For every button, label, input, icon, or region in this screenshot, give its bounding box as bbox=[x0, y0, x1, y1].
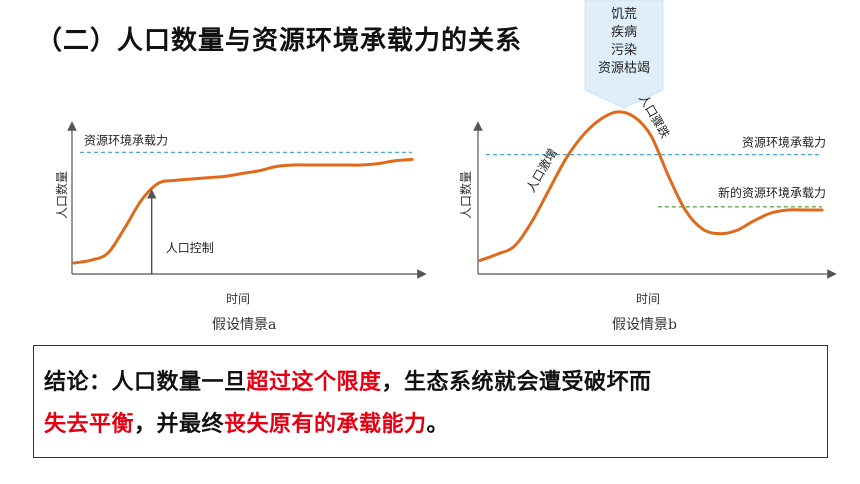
conclusion-middle: ，生态系统就会遭受破坏而 bbox=[381, 370, 652, 395]
chart-b-population-curve bbox=[478, 110, 824, 263]
chart-b-annotations: 人口激增 人口骤跌 bbox=[524, 92, 673, 195]
chart-a-annotation-label: 人口控制 bbox=[166, 241, 214, 255]
conclusion-box: 结论：人口数量一旦超过这个限度，生态系统就会遭受破坏而失去平衡，并最终丧失原有的… bbox=[33, 345, 828, 458]
chart-b-reference-label: 资源环境承载力 bbox=[742, 135, 826, 150]
conclusion-suffix: 。 bbox=[426, 412, 450, 437]
conclusion-highlight-3: 丧失原有的承载能力 bbox=[224, 412, 427, 437]
chart-b-series bbox=[478, 110, 824, 263]
callout-arrow-shape bbox=[584, 0, 664, 109]
chart-a-reference-lines: 资源环境承载力 bbox=[80, 132, 412, 154]
chart-a-annotations: 人口控制 bbox=[146, 189, 214, 274]
page-title: （二）人口数量与资源环境承载力的关系 bbox=[36, 26, 523, 56]
chart-a-series bbox=[72, 157, 414, 265]
chart-b-ylabel: 人口数量 bbox=[458, 171, 473, 219]
chart-a-xlabel: 时间 bbox=[226, 292, 251, 306]
chart-b-caption: 假设情景b bbox=[612, 317, 677, 333]
conclusion-middle-2: ，并最终 bbox=[134, 412, 225, 437]
conclusion-highlight-1: 超过这个限度 bbox=[246, 370, 382, 395]
chart-a-ylabel: 人口数量 bbox=[54, 171, 69, 219]
chart-b-annotation-label: 人口激增 bbox=[524, 146, 560, 195]
callout-item: 饥荒 bbox=[610, 7, 637, 22]
callout-item: 污染 bbox=[610, 43, 637, 58]
chart-a-reference-label: 资源环境承载力 bbox=[84, 132, 168, 147]
callout-arrow: 饥荒 疾病 污染 资源枯竭 bbox=[583, 0, 665, 110]
conclusion-highlight-2: 失去平衡 bbox=[44, 412, 135, 437]
chart-a-population-curve bbox=[72, 157, 414, 265]
chart-b-xlabel: 时间 bbox=[636, 292, 661, 306]
callout-text: 饥荒 疾病 污染 资源枯竭 bbox=[583, 6, 665, 78]
conclusion-prefix: 结论：人口数量一旦 bbox=[44, 370, 247, 395]
chart-b-annotation-label: 人口骤跌 bbox=[636, 92, 673, 141]
chart-a-caption: 假设情景a bbox=[212, 317, 277, 333]
chart-b-reference-label: 新的资源环境承载力 bbox=[718, 185, 826, 200]
callout-item: 资源枯竭 bbox=[597, 61, 650, 76]
callout-item: 疾病 bbox=[610, 25, 637, 40]
